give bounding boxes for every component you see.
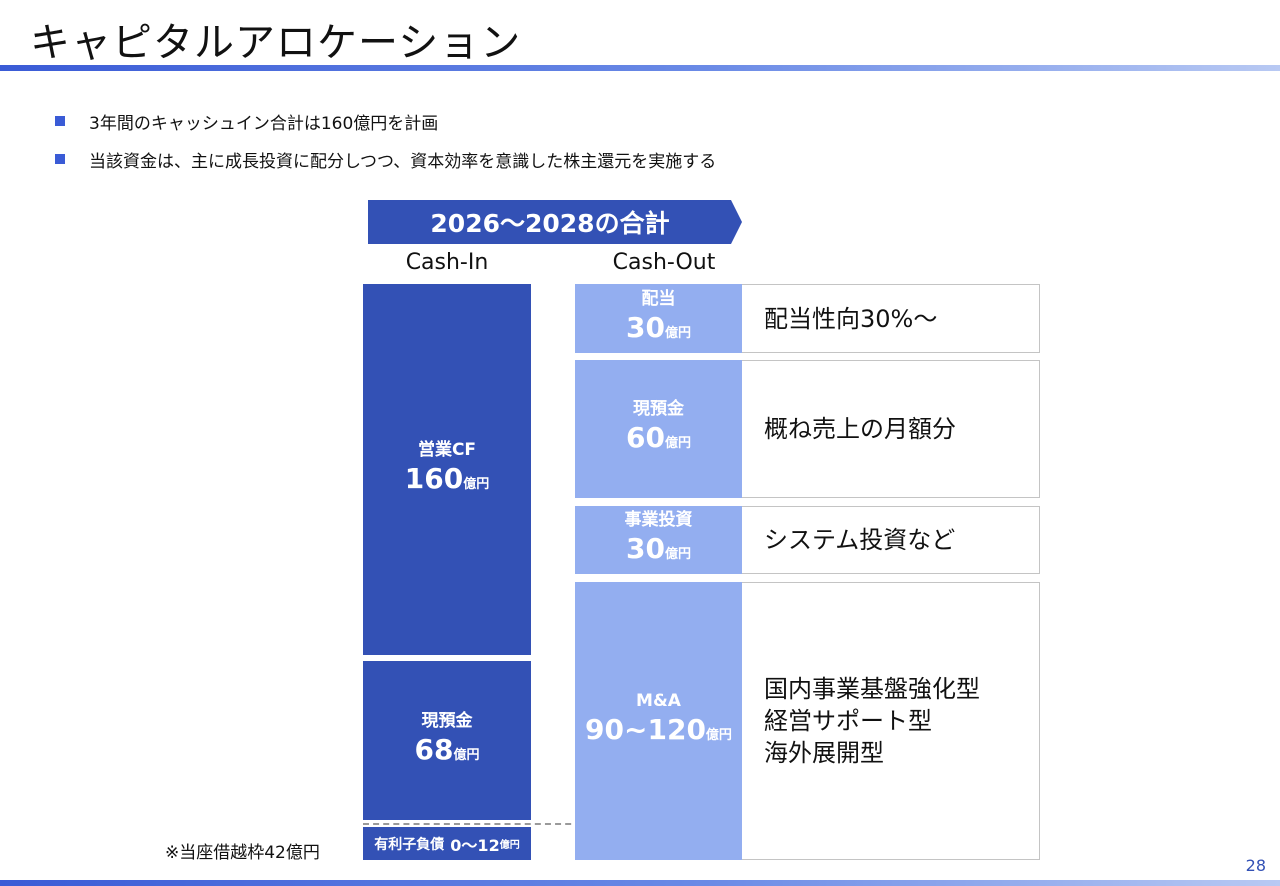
description-line: システム投資など	[764, 526, 956, 554]
amount-unit: 億円	[705, 728, 732, 743]
description-line: 配当性向30%～	[764, 304, 938, 333]
block-amount: 68億円	[415, 733, 480, 773]
debt-amount: 0～12	[450, 835, 500, 855]
cash-in-cash-block: 現預金 68億円	[363, 661, 531, 820]
block-amount: 60億円	[626, 421, 691, 461]
cash-description: 概ね売上の月額分	[742, 360, 1040, 498]
description-line: 海外展開型	[764, 739, 884, 767]
page-title: キャピタルアロケーション	[30, 20, 522, 66]
amount-unit: 億円	[463, 476, 490, 492]
amount-unit: 億円	[664, 325, 691, 341]
block-amount: 30億円	[626, 311, 691, 351]
description-line: 概ね売上の月額分	[764, 415, 956, 443]
bullet-text: 3年間のキャッシュイン合計は160億円を計画	[89, 113, 439, 134]
dividend-description: 配当性向30%～	[742, 284, 1040, 353]
cash-in-header: Cash-In	[405, 250, 489, 275]
block-label: 現預金	[421, 710, 473, 731]
amount-value: 30	[626, 532, 665, 565]
debt-label: 有利子負債	[374, 836, 445, 853]
cash-out-investment-block: 事業投資 30億円	[575, 506, 742, 574]
block-label: M&A	[636, 691, 681, 711]
bullet-list: 3年間のキャッシュイン合計は160億円を計画 当該資金は、主に成長投資に配分しつ…	[55, 108, 716, 184]
block-label: 営業CF	[417, 439, 477, 460]
square-bullet-icon	[55, 154, 65, 164]
amount-value: 68	[414, 732, 454, 766]
dashed-separator	[363, 823, 743, 825]
square-bullet-icon	[55, 116, 65, 126]
page-number: 28	[1245, 856, 1266, 875]
amount-unit: 億円	[664, 436, 691, 451]
bullet-item: 3年間のキャッシュイン合計は160億円を計画	[55, 108, 716, 134]
amount-unit: 億円	[664, 547, 691, 562]
block-amount: 90~120億円	[585, 713, 732, 753]
bullet-text: 当該資金は、主に成長投資に配分しつつ、資本効率を意識した株主還元を実施する	[89, 151, 717, 172]
amount-value: 160	[404, 461, 464, 495]
footer-divider	[0, 880, 1280, 886]
debt-unit: 億円	[499, 840, 520, 851]
period-banner: 2026～2028の合計	[368, 200, 742, 244]
description-line: 国内事業基盤強化型	[764, 675, 980, 703]
amount-value: 90~120	[585, 713, 706, 746]
cash-out-header: Cash-Out	[612, 250, 716, 275]
description-line: 経営サポート型	[764, 707, 932, 735]
cash-out-cash-block: 現預金 60億円	[575, 360, 742, 498]
ma-description: 国内事業基盤強化型 経営サポート型 海外展開型	[742, 582, 1040, 860]
cash-out-dividend-block: 配当 30億円	[575, 284, 742, 353]
block-amount: 30億円	[626, 532, 691, 572]
block-amount: 160億円	[405, 462, 489, 502]
amount-unit: 億円	[453, 747, 480, 763]
cash-in-debt-block: 有利子負債 0～12 億円	[363, 827, 531, 860]
block-label: 事業投資	[624, 510, 693, 530]
amount-value: 60	[626, 421, 665, 454]
bullet-item: 当該資金は、主に成長投資に配分しつつ、資本効率を意識した株主還元を実施する	[55, 146, 716, 172]
title-divider	[0, 65, 1280, 71]
block-label: 配当	[641, 288, 676, 309]
investment-description: システム投資など	[742, 506, 1040, 574]
cash-in-operating-cf-block: 営業CF 160億円	[363, 284, 531, 655]
block-label: 現預金	[633, 399, 684, 419]
amount-value: 30	[626, 310, 665, 344]
cash-out-ma-block: M&A 90~120億円	[575, 582, 742, 860]
overdraft-note: ※当座借越枠42億円	[165, 843, 320, 863]
